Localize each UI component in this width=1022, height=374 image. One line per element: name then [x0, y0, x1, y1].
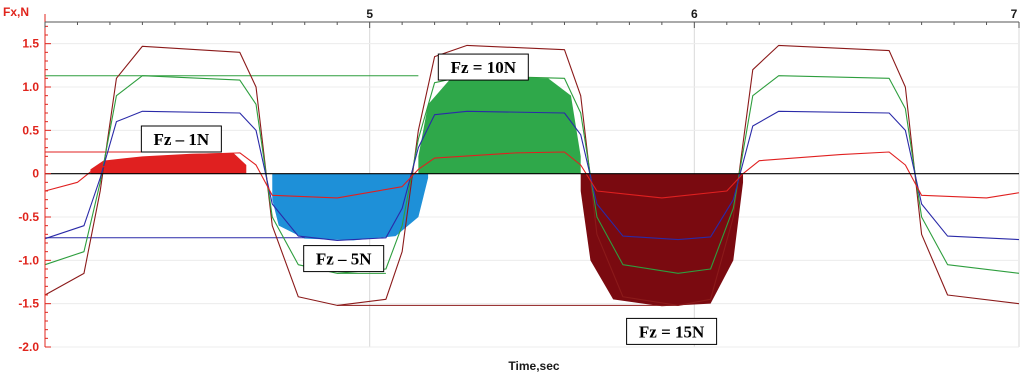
x-tick-labels: 5 6 7 — [366, 7, 1017, 21]
y-axis-title: Fx,N — [3, 5, 29, 19]
series-line-3 — [44, 151, 1020, 199]
annotation-1: Fz – 5N — [303, 245, 385, 273]
reference-lines — [45, 75, 679, 306]
y-tick-label: 1.0 — [22, 80, 39, 94]
annotation-box — [140, 125, 222, 153]
x-axis-title: Time,sec — [508, 359, 559, 373]
annotation-label: Fz = 15N — [639, 322, 705, 341]
y-tick-label: -2.0 — [18, 340, 39, 354]
y-tick-label: -1.0 — [18, 253, 39, 267]
annotation-3: Fz = 15N — [626, 317, 718, 345]
fill-region-3 — [580, 173, 744, 307]
x-tick-label: 5 — [366, 7, 373, 21]
y-tick-labels: 1.5 1.0 0.5 0 -0.5 -1.0 -1.5 -2.0 — [18, 37, 39, 354]
y-tick-label: -1.5 — [18, 297, 39, 311]
series-line-0 — [44, 44, 1020, 306]
axes — [44, 14, 1020, 348]
fill-regions — [90, 76, 744, 307]
fill-region-1 — [272, 173, 429, 241]
series-line-2 — [44, 110, 1020, 241]
chart-grid — [45, 22, 1020, 348]
y-tick-label: 0 — [32, 167, 39, 181]
annotation-box — [303, 245, 385, 273]
fill-region-2 — [418, 76, 581, 174]
annotation-box — [626, 317, 718, 345]
annotation-2: Fz = 10N — [437, 53, 529, 81]
x-tick-label: 7 — [1011, 7, 1018, 21]
annotation-label: Fz – 1N — [154, 130, 210, 149]
annotation-label: Fz – 5N — [316, 250, 372, 269]
annotation-label: Fz = 10N — [451, 58, 517, 77]
annotation-box — [437, 53, 529, 81]
fill-region-0 — [90, 152, 247, 174]
y-tick-label: 0.5 — [22, 123, 39, 137]
y-tick-label: 1.5 — [22, 37, 39, 51]
y-tick-label: -0.5 — [18, 210, 39, 224]
x-tick-label: 6 — [691, 7, 698, 21]
annotations: Fz – 1N Fz – 5N Fz = 10N Fz = 15N — [140, 53, 718, 345]
annotation-0: Fz – 1N — [140, 125, 222, 153]
